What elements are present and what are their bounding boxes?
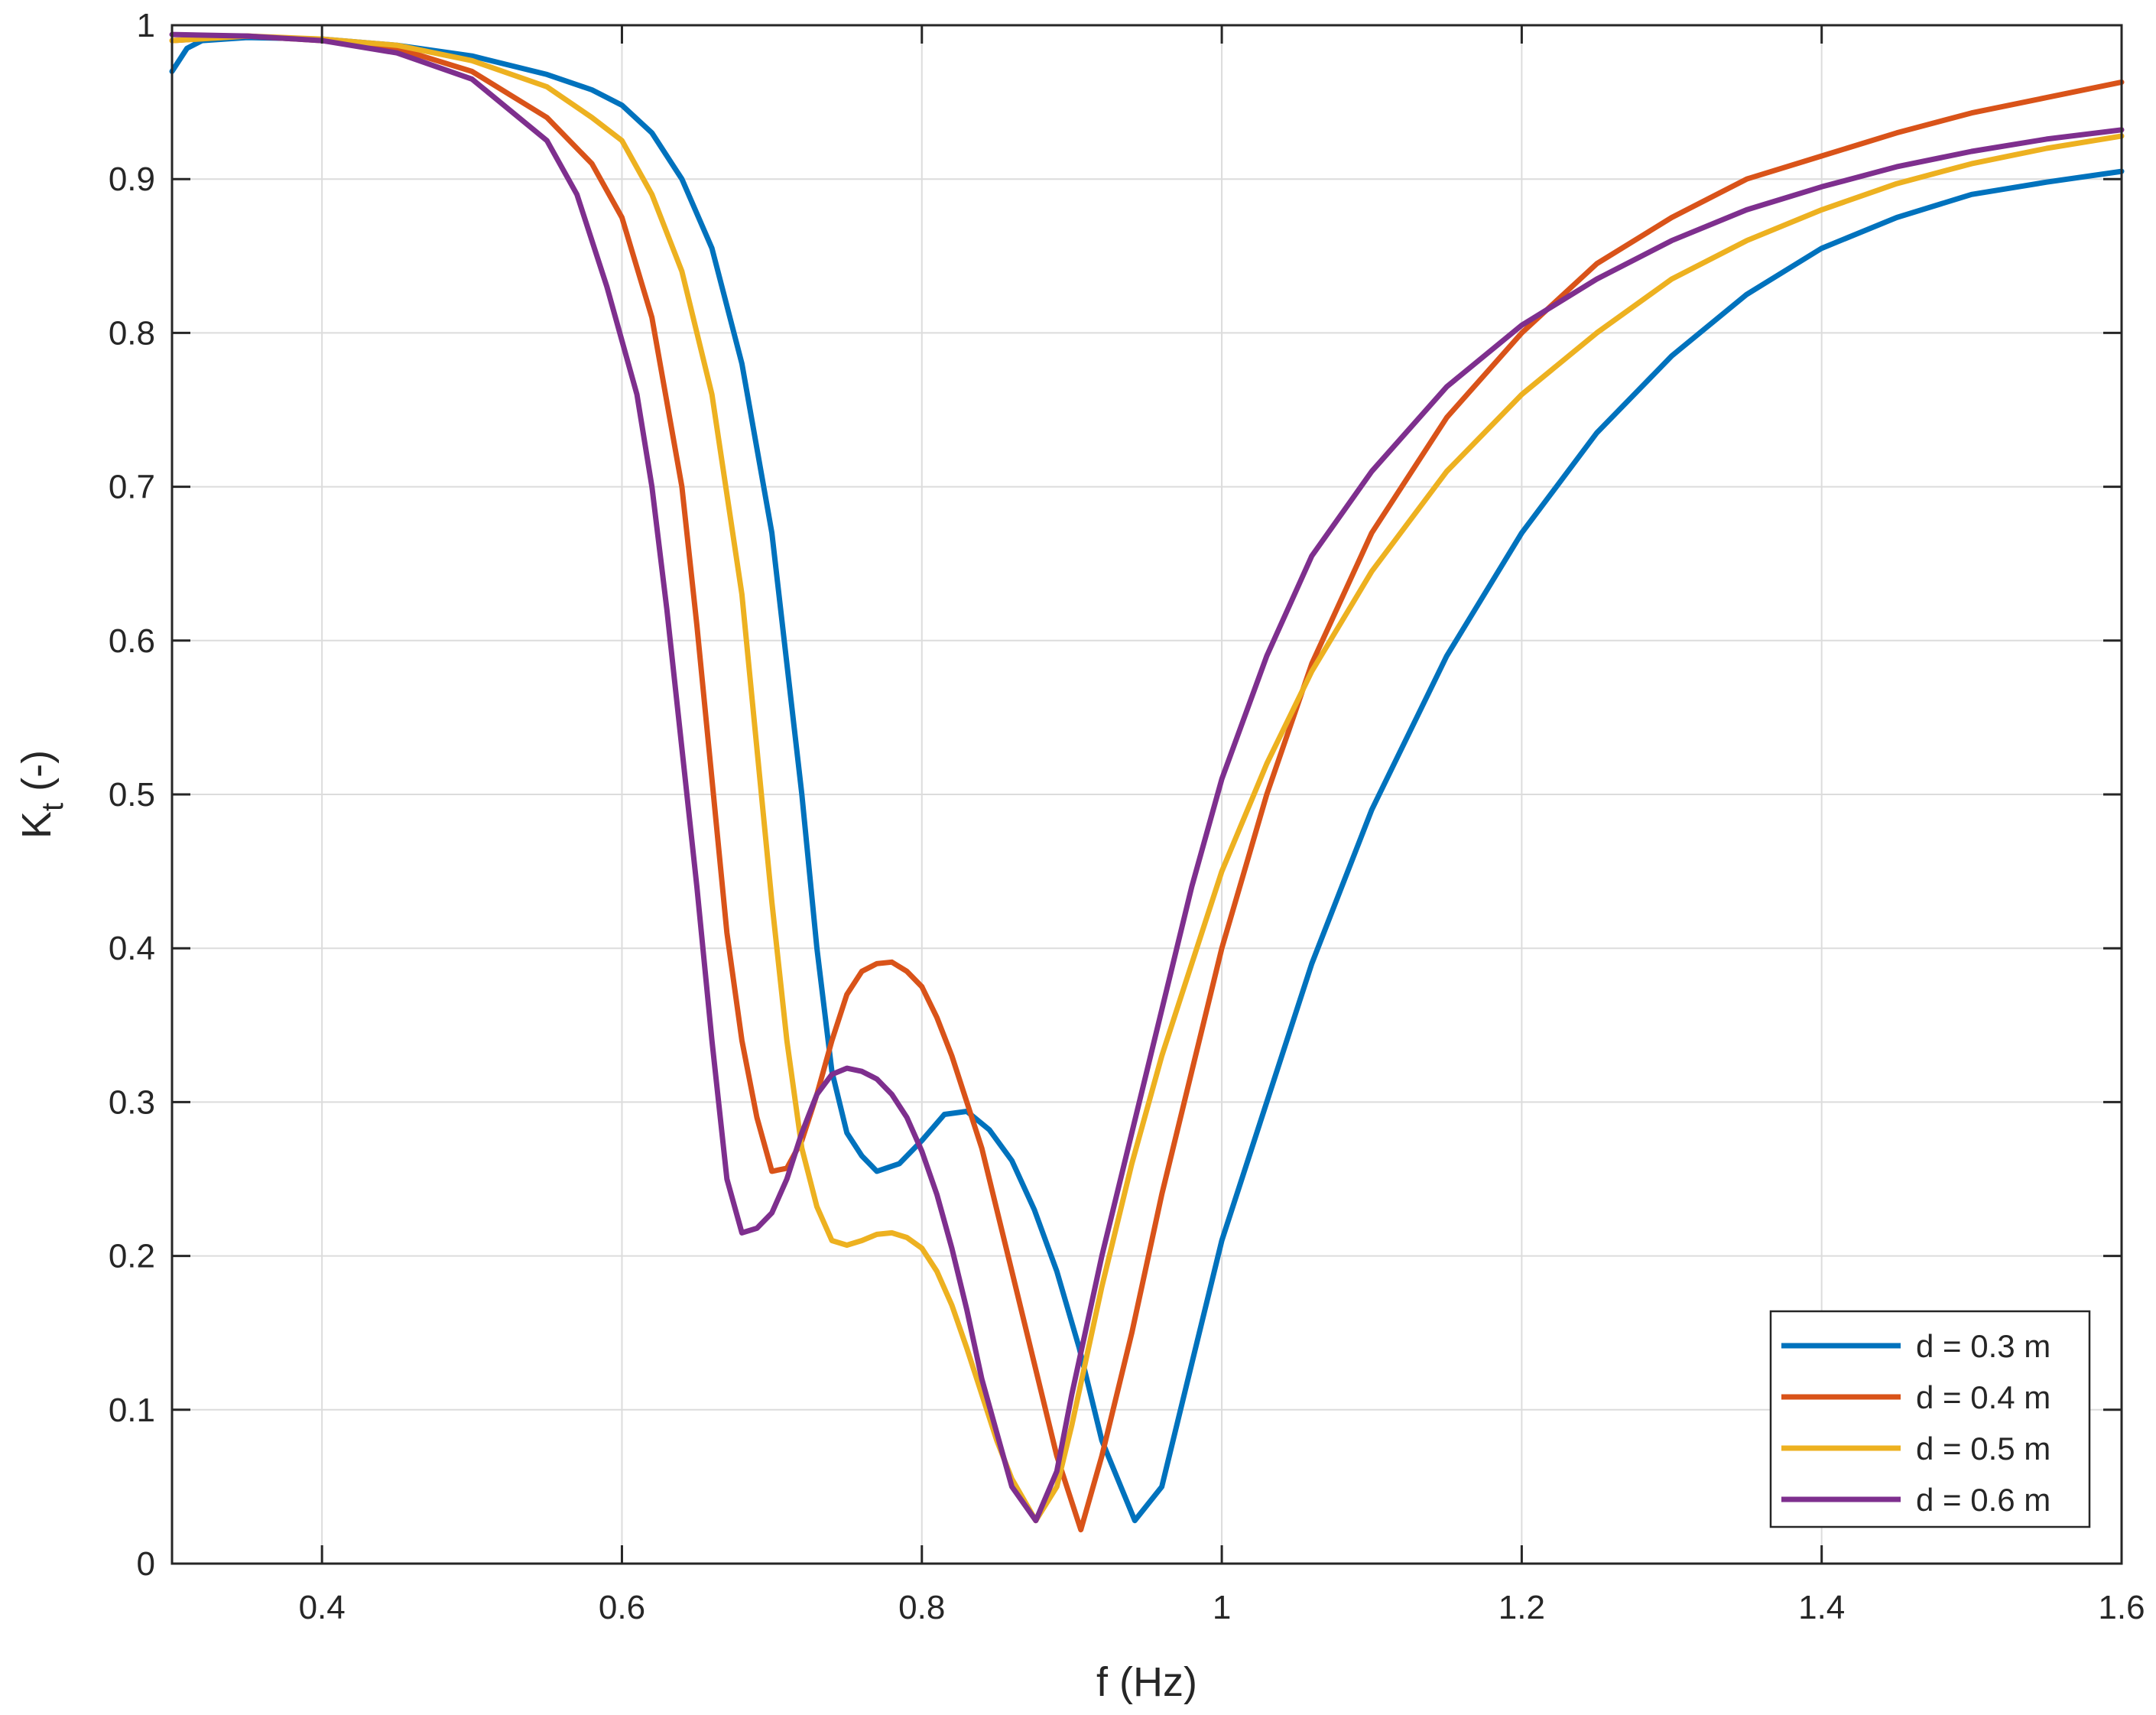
- series-lines: [169, 31, 2125, 1533]
- series-line: [169, 34, 2125, 1524]
- x-axis-label: f (Hz): [1096, 1659, 1197, 1705]
- series-line: [169, 33, 2125, 1524]
- axis-ticks: 0.4 0.6 0.8 1 1.2 1.4 1.6 0 0.1 0.2 0.3 0.4 0.5 0.6 0.…: [109, 7, 2145, 1626]
- y-tick-label: 0: [137, 1545, 155, 1583]
- series-line: [169, 33, 2125, 1533]
- y-tick-label: 0.2: [109, 1238, 155, 1275]
- y-tick-label: 0.8: [109, 314, 155, 352]
- y-tick-label: 1: [137, 7, 155, 44]
- y-tick-label: 0.6: [109, 622, 155, 660]
- legend: d = 0.3 m d = 0.4 m d = 0.5 m d = 0.6 m: [1769, 1310, 2091, 1528]
- x-tick-label: 0.6: [599, 1589, 645, 1626]
- y-axis-label: Kt (-): [14, 750, 70, 839]
- x-tick-label: 1.2: [1498, 1589, 1545, 1626]
- legend-label: d = 0.3 m: [1916, 1328, 2050, 1364]
- y-tick-label: 0.3: [109, 1083, 155, 1121]
- series-line: [169, 31, 2125, 1524]
- x-tick-label: 0.4: [299, 1589, 346, 1626]
- legend-label: d = 0.5 m: [1916, 1431, 2050, 1467]
- x-tick-label: 1.6: [2098, 1589, 2145, 1626]
- x-tick-label: 0.8: [898, 1589, 945, 1626]
- y-tick-label: 0.7: [109, 469, 155, 506]
- axis-labels: f (Hz) Kt (-): [14, 750, 1197, 1705]
- y-tick-label: 0.4: [109, 930, 155, 967]
- x-tick-label: 1.4: [1798, 1589, 1845, 1626]
- legend-label: d = 0.6 m: [1916, 1482, 2050, 1518]
- legend-label: d = 0.4 m: [1916, 1379, 2050, 1415]
- y-tick-label: 0.1: [109, 1392, 155, 1429]
- x-tick-label: 1: [1213, 1589, 1231, 1626]
- y-tick-label: 0.9: [109, 161, 155, 198]
- y-tick-label: 0.5: [109, 776, 155, 814]
